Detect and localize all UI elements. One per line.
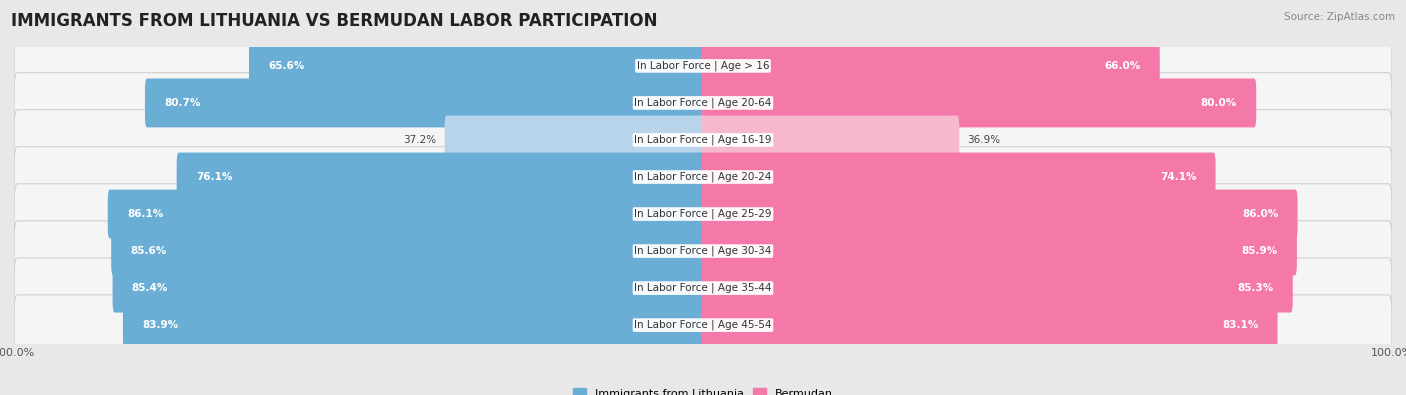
- FancyBboxPatch shape: [122, 301, 704, 350]
- FancyBboxPatch shape: [14, 258, 1392, 324]
- Text: 85.6%: 85.6%: [131, 246, 167, 256]
- Text: IMMIGRANTS FROM LITHUANIA VS BERMUDAN LABOR PARTICIPATION: IMMIGRANTS FROM LITHUANIA VS BERMUDAN LA…: [11, 12, 658, 30]
- Text: Source: ZipAtlas.com: Source: ZipAtlas.com: [1284, 12, 1395, 22]
- FancyBboxPatch shape: [14, 73, 1392, 138]
- FancyBboxPatch shape: [702, 190, 1298, 239]
- Text: 85.9%: 85.9%: [1241, 246, 1278, 256]
- Text: 74.1%: 74.1%: [1160, 172, 1197, 182]
- Legend: Immigrants from Lithuania, Bermudan: Immigrants from Lithuania, Bermudan: [568, 384, 838, 395]
- FancyBboxPatch shape: [702, 301, 1278, 350]
- FancyBboxPatch shape: [145, 79, 704, 127]
- FancyBboxPatch shape: [112, 264, 704, 312]
- Text: 85.4%: 85.4%: [132, 283, 169, 293]
- Text: 86.0%: 86.0%: [1241, 209, 1278, 219]
- FancyBboxPatch shape: [14, 110, 1392, 175]
- Text: 83.1%: 83.1%: [1222, 320, 1258, 330]
- FancyBboxPatch shape: [702, 264, 1292, 312]
- Text: 37.2%: 37.2%: [404, 135, 436, 145]
- FancyBboxPatch shape: [702, 227, 1296, 276]
- Text: In Labor Force | Age 30-34: In Labor Force | Age 30-34: [634, 246, 772, 256]
- Text: 36.9%: 36.9%: [967, 135, 1001, 145]
- Text: In Labor Force | Age 35-44: In Labor Force | Age 35-44: [634, 283, 772, 293]
- Text: In Labor Force | Age 16-19: In Labor Force | Age 16-19: [634, 135, 772, 145]
- Text: 65.6%: 65.6%: [269, 61, 305, 71]
- FancyBboxPatch shape: [702, 115, 959, 164]
- Text: In Labor Force | Age > 16: In Labor Force | Age > 16: [637, 61, 769, 71]
- Text: In Labor Force | Age 20-24: In Labor Force | Age 20-24: [634, 172, 772, 182]
- FancyBboxPatch shape: [108, 190, 704, 239]
- Text: 83.9%: 83.9%: [142, 320, 179, 330]
- Text: In Labor Force | Age 20-64: In Labor Force | Age 20-64: [634, 98, 772, 108]
- Text: In Labor Force | Age 45-54: In Labor Force | Age 45-54: [634, 320, 772, 330]
- FancyBboxPatch shape: [111, 227, 704, 276]
- FancyBboxPatch shape: [14, 184, 1392, 250]
- Text: 76.1%: 76.1%: [195, 172, 232, 182]
- FancyBboxPatch shape: [702, 152, 1216, 201]
- Text: 66.0%: 66.0%: [1104, 61, 1140, 71]
- Text: 85.3%: 85.3%: [1237, 283, 1274, 293]
- FancyBboxPatch shape: [702, 41, 1160, 90]
- FancyBboxPatch shape: [249, 41, 704, 90]
- FancyBboxPatch shape: [14, 36, 1392, 102]
- FancyBboxPatch shape: [14, 295, 1392, 361]
- FancyBboxPatch shape: [444, 115, 704, 164]
- FancyBboxPatch shape: [177, 152, 704, 201]
- Text: In Labor Force | Age 25-29: In Labor Force | Age 25-29: [634, 209, 772, 219]
- Text: 80.7%: 80.7%: [165, 98, 201, 108]
- Text: 80.0%: 80.0%: [1201, 98, 1237, 108]
- FancyBboxPatch shape: [14, 221, 1392, 286]
- Text: 86.1%: 86.1%: [127, 209, 163, 219]
- FancyBboxPatch shape: [702, 79, 1256, 127]
- FancyBboxPatch shape: [14, 147, 1392, 213]
